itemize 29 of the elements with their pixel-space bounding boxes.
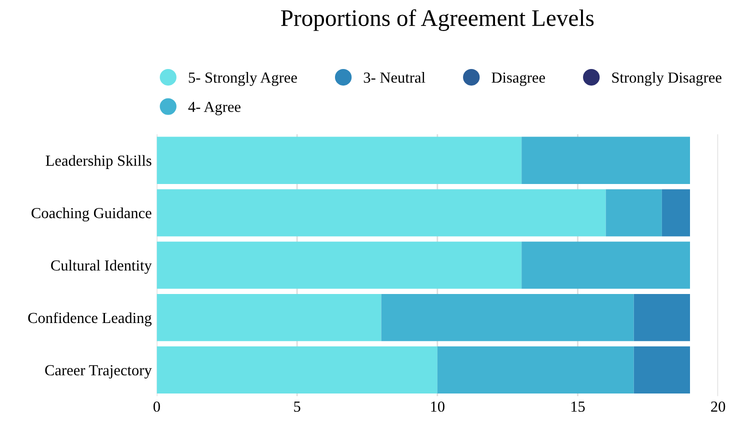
bar: [156, 346, 438, 394]
legend-label: 5- Strongly Agree: [188, 72, 297, 86]
y-tick-label: Cultural Identity: [51, 260, 152, 274]
bar: [381, 294, 634, 342]
chart-title: Proportions of Agreement Levels: [281, 9, 594, 31]
x-tick-label: 0: [154, 401, 160, 412]
bar: [606, 189, 662, 236]
x-tick-label: 20: [711, 401, 726, 412]
bar: [634, 346, 690, 394]
bar: [156, 242, 522, 289]
bar: [156, 136, 522, 184]
x-tick-label: 5: [294, 402, 300, 412]
legend-label: Disagree: [492, 72, 545, 86]
y-tick-label: Career Trajectory: [45, 365, 152, 379]
bar: [522, 136, 690, 184]
bar: [522, 242, 690, 289]
bar: [437, 346, 634, 394]
y-tick-label: Coaching Guidance: [32, 207, 152, 222]
x-tick-label: 10: [431, 401, 444, 412]
legend-label: 4- Agree: [188, 102, 240, 116]
y-tick-label: Leadership Skills: [46, 155, 152, 169]
bar: [156, 189, 606, 236]
x-tick-label: 15: [571, 402, 585, 412]
legend-label: 3- Neutral: [364, 72, 426, 83]
bar: [156, 294, 382, 342]
y-tick-label: Confidence Leading: [28, 312, 152, 326]
bar: [634, 294, 690, 342]
legend-label: Strongly Disagree: [612, 72, 722, 86]
bar: [662, 189, 690, 236]
